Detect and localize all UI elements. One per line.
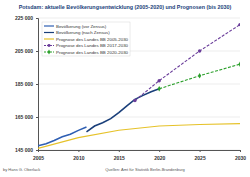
legend-item: Prognose des Landes BB 2020-2030 (44, 50, 129, 55)
series-marker (238, 23, 240, 26)
x-tick: 2010 (73, 150, 84, 161)
x-tick-label: 2020 (154, 155, 165, 161)
y-axis-line (36, 19, 39, 151)
y-axis: 145 000 165 000 185 000 205 000 225 000 (15, 15, 39, 153)
y-tick: 185 000 (15, 81, 38, 87)
legend-swatch (44, 45, 54, 46)
series-marker (158, 79, 161, 82)
x-axis-line (39, 151, 241, 153)
x-tick-mark (119, 150, 120, 152)
x-tick-label: 2030 (235, 155, 246, 161)
series-marker (133, 99, 136, 102)
x-tick: 2015 (114, 150, 125, 161)
y-tick-mark (36, 84, 38, 85)
legend-swatch (44, 32, 54, 33)
series-marker (158, 86, 161, 92)
legend-item: Bevölkerung (nach Zensus) (44, 30, 110, 35)
y-tick-mark (36, 18, 38, 19)
grid-line (38, 84, 240, 85)
legend-swatch (44, 25, 54, 26)
legend-label: Prognose des Landes BB 2020-2030 (56, 50, 129, 55)
legend: Bevölkerung (vor Zensus)Bevölkerung (nac… (42, 22, 130, 56)
legend-label: Prognose des Landes BB 2005-2030 (56, 37, 129, 42)
x-tick: 2005 (33, 150, 44, 161)
x-tick: 2030 (235, 150, 246, 161)
x-tick-mark (200, 150, 201, 152)
annotation: by Hans G. Oberlack (3, 167, 40, 172)
series-marker (238, 61, 240, 67)
y-tick-label: 185 000 (15, 81, 33, 87)
x-tick-label: 2025 (195, 155, 206, 161)
series-line (135, 25, 240, 101)
y-tick-mark (36, 51, 38, 52)
grid (38, 18, 240, 150)
x-tick-label: 2015 (114, 155, 125, 161)
y-tick: 205 000 (15, 48, 38, 54)
legend-item: Prognose des Landes BB 2017-2030 (44, 43, 129, 48)
legend-label: Bevölkerung (nach Zensus) (56, 30, 110, 35)
legend-label: Prognose des Landes BB 2017-2030 (56, 43, 129, 48)
series-marker (198, 73, 201, 79)
x-tick: 2020 (154, 150, 165, 161)
legend-item: Bevölkerung (vor Zensus) (44, 24, 107, 29)
x-tick-mark (78, 150, 79, 152)
grid-line (38, 117, 240, 118)
x-axis: 2005 2010 2015 2020 2025 2030 (33, 150, 246, 161)
x-tick-label: 2005 (33, 155, 44, 161)
y-tick: 165 000 (15, 114, 38, 120)
legend-label: Bevölkerung (vor Zensus) (56, 24, 107, 29)
chart: Potsdam: aktuelle Bevölkerungsentwicklun… (0, 0, 250, 177)
annotation: Quellen: Amt für Statistik Berlin-Brande… (105, 167, 185, 172)
series-marker (198, 49, 201, 52)
y-tick-mark (36, 117, 38, 118)
legend-swatch (44, 38, 54, 39)
plot-area (38, 23, 240, 148)
y-tick-label: 205 000 (15, 48, 33, 54)
series-line (38, 124, 240, 149)
x-tick-mark (159, 150, 160, 152)
legend-box (42, 22, 130, 56)
series-line (159, 64, 240, 89)
x-tick-label: 2010 (73, 155, 84, 161)
grid-line (38, 18, 240, 19)
y-tick: 145 000 (15, 147, 38, 153)
x-tick: 2025 (195, 150, 206, 161)
legend-marker (48, 44, 51, 47)
y-tick: 225 000 (15, 15, 38, 21)
x-tick-mark (240, 150, 241, 152)
legend-item: Prognose des Landes BB 2005-2030 (44, 37, 129, 42)
y-tick-label: 165 000 (15, 114, 33, 120)
y-tick-mark (36, 150, 38, 151)
series-line (86, 89, 159, 132)
legend-marker (48, 50, 51, 55)
y-tick-label: 225 000 (15, 15, 33, 21)
title: Potsdam: aktuelle Bevölkerungsentwicklun… (19, 4, 232, 10)
series-line (38, 127, 86, 146)
y-tick-label: 145 000 (15, 147, 33, 153)
